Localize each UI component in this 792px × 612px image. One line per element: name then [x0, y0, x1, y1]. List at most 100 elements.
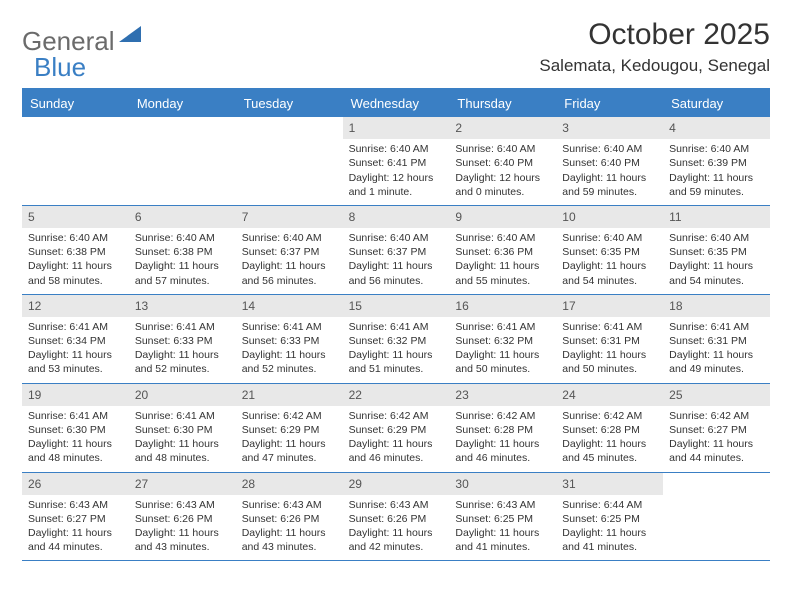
day-details: Sunrise: 6:43 AMSunset: 6:27 PMDaylight:…	[22, 495, 129, 561]
sunrise-text: Sunrise: 6:40 AM	[242, 231, 337, 245]
location-text: Salemata, Kedougou, Senegal	[539, 56, 770, 76]
day-number: 5	[22, 206, 129, 228]
day-number	[236, 117, 343, 123]
sunset-text: Sunset: 6:31 PM	[669, 334, 764, 348]
day-details: Sunrise: 6:41 AMSunset: 6:30 PMDaylight:…	[22, 406, 129, 472]
sunset-text: Sunset: 6:27 PM	[28, 512, 123, 526]
month-title: October 2025	[539, 18, 770, 52]
sunrise-text: Sunrise: 6:40 AM	[28, 231, 123, 245]
day-number: 25	[663, 384, 770, 406]
daylight-text: Daylight: 11 hours and 41 minutes.	[562, 526, 657, 554]
daylight-text: Daylight: 12 hours and 0 minutes.	[455, 171, 550, 199]
day-cell: 6Sunrise: 6:40 AMSunset: 6:38 PMDaylight…	[129, 206, 236, 294]
sunrise-text: Sunrise: 6:42 AM	[349, 409, 444, 423]
sunrise-text: Sunrise: 6:43 AM	[349, 498, 444, 512]
daylight-text: Daylight: 11 hours and 46 minutes.	[349, 437, 444, 465]
daylight-text: Daylight: 11 hours and 52 minutes.	[135, 348, 230, 376]
day-number: 8	[343, 206, 450, 228]
daylight-text: Daylight: 11 hours and 48 minutes.	[135, 437, 230, 465]
sunrise-text: Sunrise: 6:41 AM	[242, 320, 337, 334]
daylight-text: Daylight: 11 hours and 48 minutes.	[28, 437, 123, 465]
week-row: 19Sunrise: 6:41 AMSunset: 6:30 PMDayligh…	[22, 384, 770, 473]
day-details: Sunrise: 6:40 AMSunset: 6:39 PMDaylight:…	[663, 139, 770, 205]
sunset-text: Sunset: 6:41 PM	[349, 156, 444, 170]
daylight-text: Daylight: 11 hours and 56 minutes.	[349, 259, 444, 287]
day-cell: 21Sunrise: 6:42 AMSunset: 6:29 PMDayligh…	[236, 384, 343, 472]
sunset-text: Sunset: 6:30 PM	[135, 423, 230, 437]
daylight-text: Daylight: 11 hours and 52 minutes.	[242, 348, 337, 376]
day-details: Sunrise: 6:42 AMSunset: 6:27 PMDaylight:…	[663, 406, 770, 472]
day-cell: 24Sunrise: 6:42 AMSunset: 6:28 PMDayligh…	[556, 384, 663, 472]
sunset-text: Sunset: 6:40 PM	[455, 156, 550, 170]
day-details: Sunrise: 6:42 AMSunset: 6:28 PMDaylight:…	[449, 406, 556, 472]
day-number: 30	[449, 473, 556, 495]
sunset-text: Sunset: 6:25 PM	[562, 512, 657, 526]
day-number: 15	[343, 295, 450, 317]
day-cell: 15Sunrise: 6:41 AMSunset: 6:32 PMDayligh…	[343, 295, 450, 383]
day-cell: 27Sunrise: 6:43 AMSunset: 6:26 PMDayligh…	[129, 473, 236, 561]
day-details: Sunrise: 6:40 AMSunset: 6:35 PMDaylight:…	[556, 228, 663, 294]
day-cell: 20Sunrise: 6:41 AMSunset: 6:30 PMDayligh…	[129, 384, 236, 472]
daylight-text: Daylight: 11 hours and 54 minutes.	[669, 259, 764, 287]
week-row: 26Sunrise: 6:43 AMSunset: 6:27 PMDayligh…	[22, 473, 770, 562]
day-details: Sunrise: 6:42 AMSunset: 6:29 PMDaylight:…	[236, 406, 343, 472]
day-number: 31	[556, 473, 663, 495]
sunset-text: Sunset: 6:36 PM	[455, 245, 550, 259]
daylight-text: Daylight: 11 hours and 47 minutes.	[242, 437, 337, 465]
day-cell: 7Sunrise: 6:40 AMSunset: 6:37 PMDaylight…	[236, 206, 343, 294]
day-cell: 26Sunrise: 6:43 AMSunset: 6:27 PMDayligh…	[22, 473, 129, 561]
day-details: Sunrise: 6:43 AMSunset: 6:26 PMDaylight:…	[343, 495, 450, 561]
daylight-text: Daylight: 11 hours and 41 minutes.	[455, 526, 550, 554]
day-details: Sunrise: 6:41 AMSunset: 6:30 PMDaylight:…	[129, 406, 236, 472]
daylight-text: Daylight: 11 hours and 42 minutes.	[349, 526, 444, 554]
sunrise-text: Sunrise: 6:43 AM	[28, 498, 123, 512]
sunset-text: Sunset: 6:39 PM	[669, 156, 764, 170]
day-details: Sunrise: 6:41 AMSunset: 6:31 PMDaylight:…	[556, 317, 663, 383]
sunrise-text: Sunrise: 6:40 AM	[135, 231, 230, 245]
day-cell: 19Sunrise: 6:41 AMSunset: 6:30 PMDayligh…	[22, 384, 129, 472]
sunset-text: Sunset: 6:40 PM	[562, 156, 657, 170]
day-number: 4	[663, 117, 770, 139]
daylight-text: Daylight: 11 hours and 43 minutes.	[242, 526, 337, 554]
day-number: 9	[449, 206, 556, 228]
daylight-text: Daylight: 11 hours and 51 minutes.	[349, 348, 444, 376]
day-cell: 31Sunrise: 6:44 AMSunset: 6:25 PMDayligh…	[556, 473, 663, 561]
sunrise-text: Sunrise: 6:40 AM	[455, 231, 550, 245]
day-cell: 18Sunrise: 6:41 AMSunset: 6:31 PMDayligh…	[663, 295, 770, 383]
day-cell: 11Sunrise: 6:40 AMSunset: 6:35 PMDayligh…	[663, 206, 770, 294]
sunrise-text: Sunrise: 6:40 AM	[349, 142, 444, 156]
sunrise-text: Sunrise: 6:40 AM	[562, 142, 657, 156]
day-details: Sunrise: 6:40 AMSunset: 6:41 PMDaylight:…	[343, 139, 450, 205]
sunset-text: Sunset: 6:32 PM	[349, 334, 444, 348]
day-cell	[236, 117, 343, 205]
day-details: Sunrise: 6:40 AMSunset: 6:40 PMDaylight:…	[449, 139, 556, 205]
daylight-text: Daylight: 11 hours and 56 minutes.	[242, 259, 337, 287]
sunset-text: Sunset: 6:26 PM	[135, 512, 230, 526]
day-cell: 22Sunrise: 6:42 AMSunset: 6:29 PMDayligh…	[343, 384, 450, 472]
day-header-sun: Sunday	[22, 90, 129, 117]
day-cell: 4Sunrise: 6:40 AMSunset: 6:39 PMDaylight…	[663, 117, 770, 205]
day-number: 29	[343, 473, 450, 495]
day-cell: 28Sunrise: 6:43 AMSunset: 6:26 PMDayligh…	[236, 473, 343, 561]
logo-triangle-icon	[119, 26, 141, 47]
daylight-text: Daylight: 11 hours and 57 minutes.	[135, 259, 230, 287]
daylight-text: Daylight: 11 hours and 43 minutes.	[135, 526, 230, 554]
day-details: Sunrise: 6:40 AMSunset: 6:36 PMDaylight:…	[449, 228, 556, 294]
sunrise-text: Sunrise: 6:41 AM	[28, 409, 123, 423]
day-header-sat: Saturday	[663, 90, 770, 117]
day-details: Sunrise: 6:42 AMSunset: 6:29 PMDaylight:…	[343, 406, 450, 472]
day-cell: 12Sunrise: 6:41 AMSunset: 6:34 PMDayligh…	[22, 295, 129, 383]
day-number	[22, 117, 129, 123]
sunrise-text: Sunrise: 6:41 AM	[562, 320, 657, 334]
day-cell: 5Sunrise: 6:40 AMSunset: 6:38 PMDaylight…	[22, 206, 129, 294]
logo-text-blue: Blue	[34, 52, 86, 82]
day-cell	[22, 117, 129, 205]
day-number: 1	[343, 117, 450, 139]
day-cell: 2Sunrise: 6:40 AMSunset: 6:40 PMDaylight…	[449, 117, 556, 205]
sunset-text: Sunset: 6:34 PM	[28, 334, 123, 348]
sunrise-text: Sunrise: 6:41 AM	[28, 320, 123, 334]
sunrise-text: Sunrise: 6:42 AM	[242, 409, 337, 423]
day-details: Sunrise: 6:44 AMSunset: 6:25 PMDaylight:…	[556, 495, 663, 561]
sunrise-text: Sunrise: 6:40 AM	[455, 142, 550, 156]
day-number: 28	[236, 473, 343, 495]
